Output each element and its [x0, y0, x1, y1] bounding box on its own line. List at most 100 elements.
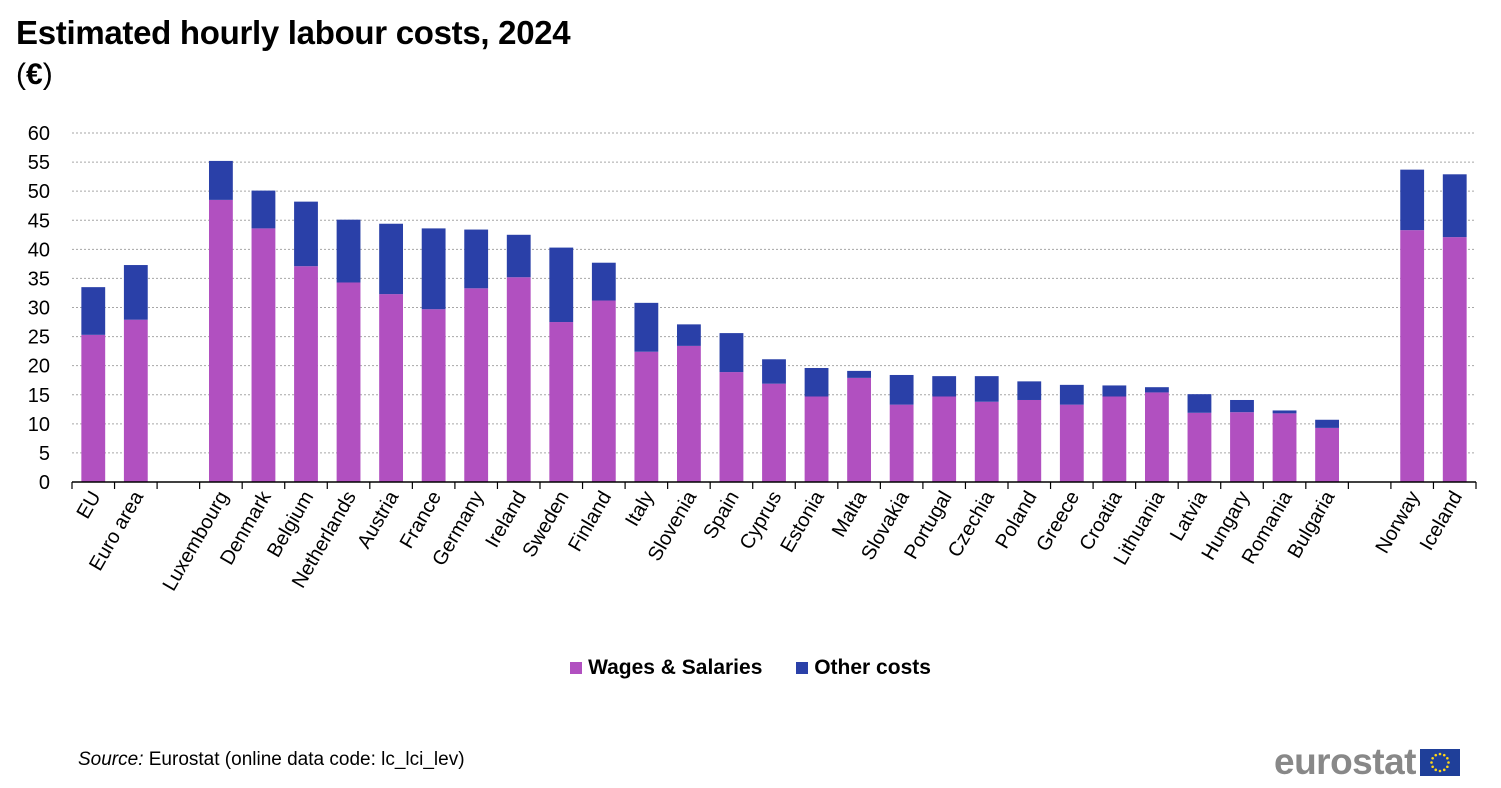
y-tick-label: 10: [28, 414, 50, 436]
bar-other: [1230, 399, 1254, 413]
flag-star: [1438, 769, 1442, 772]
flag-star: [1431, 756, 1434, 760]
legend-item-other: Other costs: [796, 656, 931, 680]
flag-star: [1446, 756, 1449, 760]
y-tick-label: 15: [28, 385, 50, 407]
x-tick-label: Norway: [1372, 488, 1425, 558]
y-tick-label: 35: [28, 268, 50, 290]
bar-other: [1315, 419, 1340, 428]
x-axis: [71, 481, 1477, 489]
flag-star: [1434, 753, 1438, 756]
flag-star: [1430, 760, 1433, 764]
bar-other: [1144, 387, 1169, 393]
source-note: Source: Eurostat (online data code: lc_l…: [78, 749, 465, 771]
chart-legend: Wages & Salaries Other costs: [0, 656, 1501, 680]
bar-wages: [676, 345, 701, 482]
y-tick-label: 30: [28, 298, 50, 320]
y-tick-label: 50: [28, 181, 50, 203]
bar-wages: [1442, 237, 1467, 482]
bar-other: [1102, 385, 1127, 397]
bar-wages: [889, 404, 914, 482]
unit-symbol: €: [26, 58, 43, 91]
bar-wages: [1230, 412, 1254, 482]
bar-wages: [1102, 396, 1127, 482]
legend-label-other: Other costs: [814, 656, 931, 679]
bar-other: [379, 223, 404, 295]
y-tick-label: 5: [39, 443, 50, 465]
source-label: Source:: [78, 749, 144, 770]
bar-wages: [1187, 412, 1212, 482]
bar-other: [889, 374, 914, 405]
y-tick-label: 45: [28, 210, 50, 232]
bar-other: [123, 265, 148, 320]
eu-flag-icon: [1419, 748, 1460, 776]
bar-other: [676, 324, 701, 346]
y-tick-label: 55: [28, 152, 50, 174]
x-tick-label: Spain: [699, 488, 744, 543]
bar-other: [251, 190, 276, 229]
legend-label-wages: Wages & Salaries: [588, 656, 763, 679]
bars: [81, 160, 1467, 482]
bar-wages: [1400, 230, 1425, 482]
bar-other: [847, 370, 872, 378]
bar-wages: [549, 322, 574, 482]
bar-wages: [421, 309, 446, 482]
bar-wages: [1272, 413, 1297, 482]
y-tick-label: 40: [28, 239, 50, 261]
bar-wages: [208, 199, 233, 482]
flag-star: [1447, 760, 1450, 764]
bar-other: [549, 247, 574, 323]
bar-other: [762, 359, 786, 384]
flag-star: [1434, 768, 1438, 771]
legend-swatch-wages: [570, 662, 583, 674]
bar-other: [1272, 410, 1297, 414]
flag-star: [1438, 752, 1442, 755]
unit-close: ): [42, 58, 53, 91]
eurostat-logo: eurostat: [1274, 741, 1460, 783]
bar-wages: [847, 377, 872, 482]
bar-wages: [336, 282, 361, 482]
bar-wages: [1059, 404, 1084, 482]
bar-wages: [804, 396, 829, 482]
flag-star: [1442, 753, 1446, 756]
bar-other: [1017, 381, 1042, 400]
y-axis-ticks: 0 5 10 15 20 25 30 35 40 45 50 55 60: [28, 123, 50, 494]
x-tick-label: Iceland: [1416, 488, 1467, 555]
bar-wages: [294, 266, 318, 482]
x-tick-label: Luxembourg: [159, 488, 234, 595]
flag-star: [1446, 764, 1449, 768]
legend-swatch-other: [796, 662, 809, 674]
bar-other: [1442, 174, 1467, 238]
bar-wages: [123, 319, 148, 482]
bar-wages: [932, 396, 957, 482]
chart-title: Estimated hourly labour costs, 2024: [16, 14, 571, 51]
bar-wages: [1315, 427, 1340, 482]
logo-text: eurostat: [1274, 741, 1416, 782]
bar-wages: [591, 300, 616, 482]
bar-wages: [719, 372, 744, 482]
unit-open: (: [16, 58, 26, 91]
x-tick-label: Malta: [828, 487, 872, 541]
flag-star: [1431, 764, 1434, 768]
y-tick-label: 25: [28, 327, 50, 349]
y-tick-label: 60: [28, 123, 50, 145]
bar-other: [1187, 394, 1212, 413]
flag-star: [1442, 768, 1446, 771]
bar-wages: [1144, 392, 1169, 482]
bar-wages: [464, 288, 489, 482]
bar-wages: [506, 277, 531, 482]
x-tick-label: Latvia: [1166, 487, 1212, 545]
bar-other: [464, 229, 489, 289]
x-tick-label: Italy: [621, 488, 658, 531]
chart-unit: (€): [16, 58, 53, 92]
bar-other: [719, 333, 744, 373]
bar-wages: [634, 351, 659, 482]
bar-other: [294, 201, 318, 267]
bar-other: [1059, 384, 1084, 405]
x-tick-label: EU: [73, 488, 106, 523]
x-tick-label: Estonia: [776, 487, 829, 557]
bar-other: [932, 376, 957, 397]
bar-wages: [1017, 399, 1042, 482]
